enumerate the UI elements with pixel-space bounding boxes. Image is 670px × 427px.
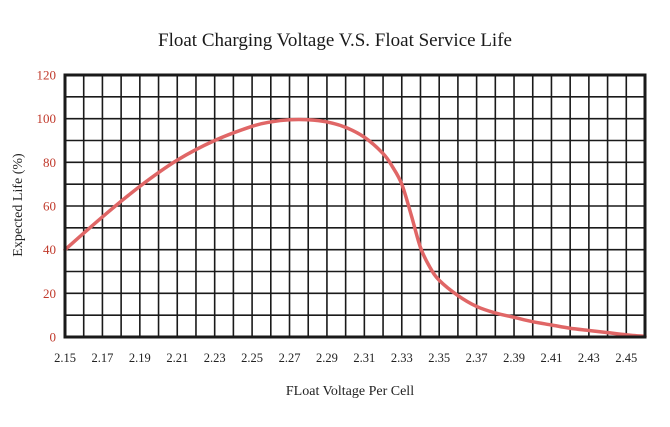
y-tick-labels: 0 20 40 60 80 100 120 xyxy=(37,68,57,345)
y-tick-label: 60 xyxy=(43,199,56,214)
y-tick-label: 120 xyxy=(37,68,57,83)
x-tick-label: 2.43 xyxy=(578,351,600,365)
x-tick-label: 2.31 xyxy=(353,351,375,365)
plot-frame xyxy=(63,73,647,339)
y-tick-label: 100 xyxy=(37,111,57,126)
x-tick-label: 2.39 xyxy=(503,351,525,365)
chart-title: Float Charging Voltage V.S. Float Servic… xyxy=(158,30,512,51)
x-tick-label: 2.29 xyxy=(316,351,338,365)
y-tick-label: 20 xyxy=(43,286,56,301)
y-tick-label: 0 xyxy=(50,330,57,345)
x-tick-label: 2.21 xyxy=(166,351,188,365)
x-tick-label: 2.17 xyxy=(91,351,113,365)
x-tick-label: 2.37 xyxy=(466,351,488,365)
x-tick-label: 2.35 xyxy=(428,351,450,365)
y-tick-label: 40 xyxy=(43,242,56,257)
x-tick-label: 2.25 xyxy=(241,351,263,365)
x-tick-label: 2.15 xyxy=(54,351,76,365)
x-tick-label: 2.27 xyxy=(279,351,301,365)
y-axis-label: Expected Life (%) xyxy=(11,153,26,257)
x-tick-label: 2.23 xyxy=(204,351,226,365)
x-tick-label: 2.41 xyxy=(541,351,563,365)
x-tick-label: 2.45 xyxy=(615,351,637,365)
x-tick-label: 2.33 xyxy=(391,351,413,365)
x-tick-labels: 2.15 2.17 2.19 2.21 2.23 2.25 2.27 2.29 2.31 2.33… xyxy=(54,351,637,365)
y-tick-label: 80 xyxy=(43,155,56,170)
x-axis-label: FLoat Voltage Per Cell xyxy=(286,384,414,399)
x-tick-label: 2.19 xyxy=(129,351,151,365)
series-line xyxy=(63,117,647,339)
chart-grid xyxy=(64,74,646,338)
series-layer xyxy=(63,117,647,339)
